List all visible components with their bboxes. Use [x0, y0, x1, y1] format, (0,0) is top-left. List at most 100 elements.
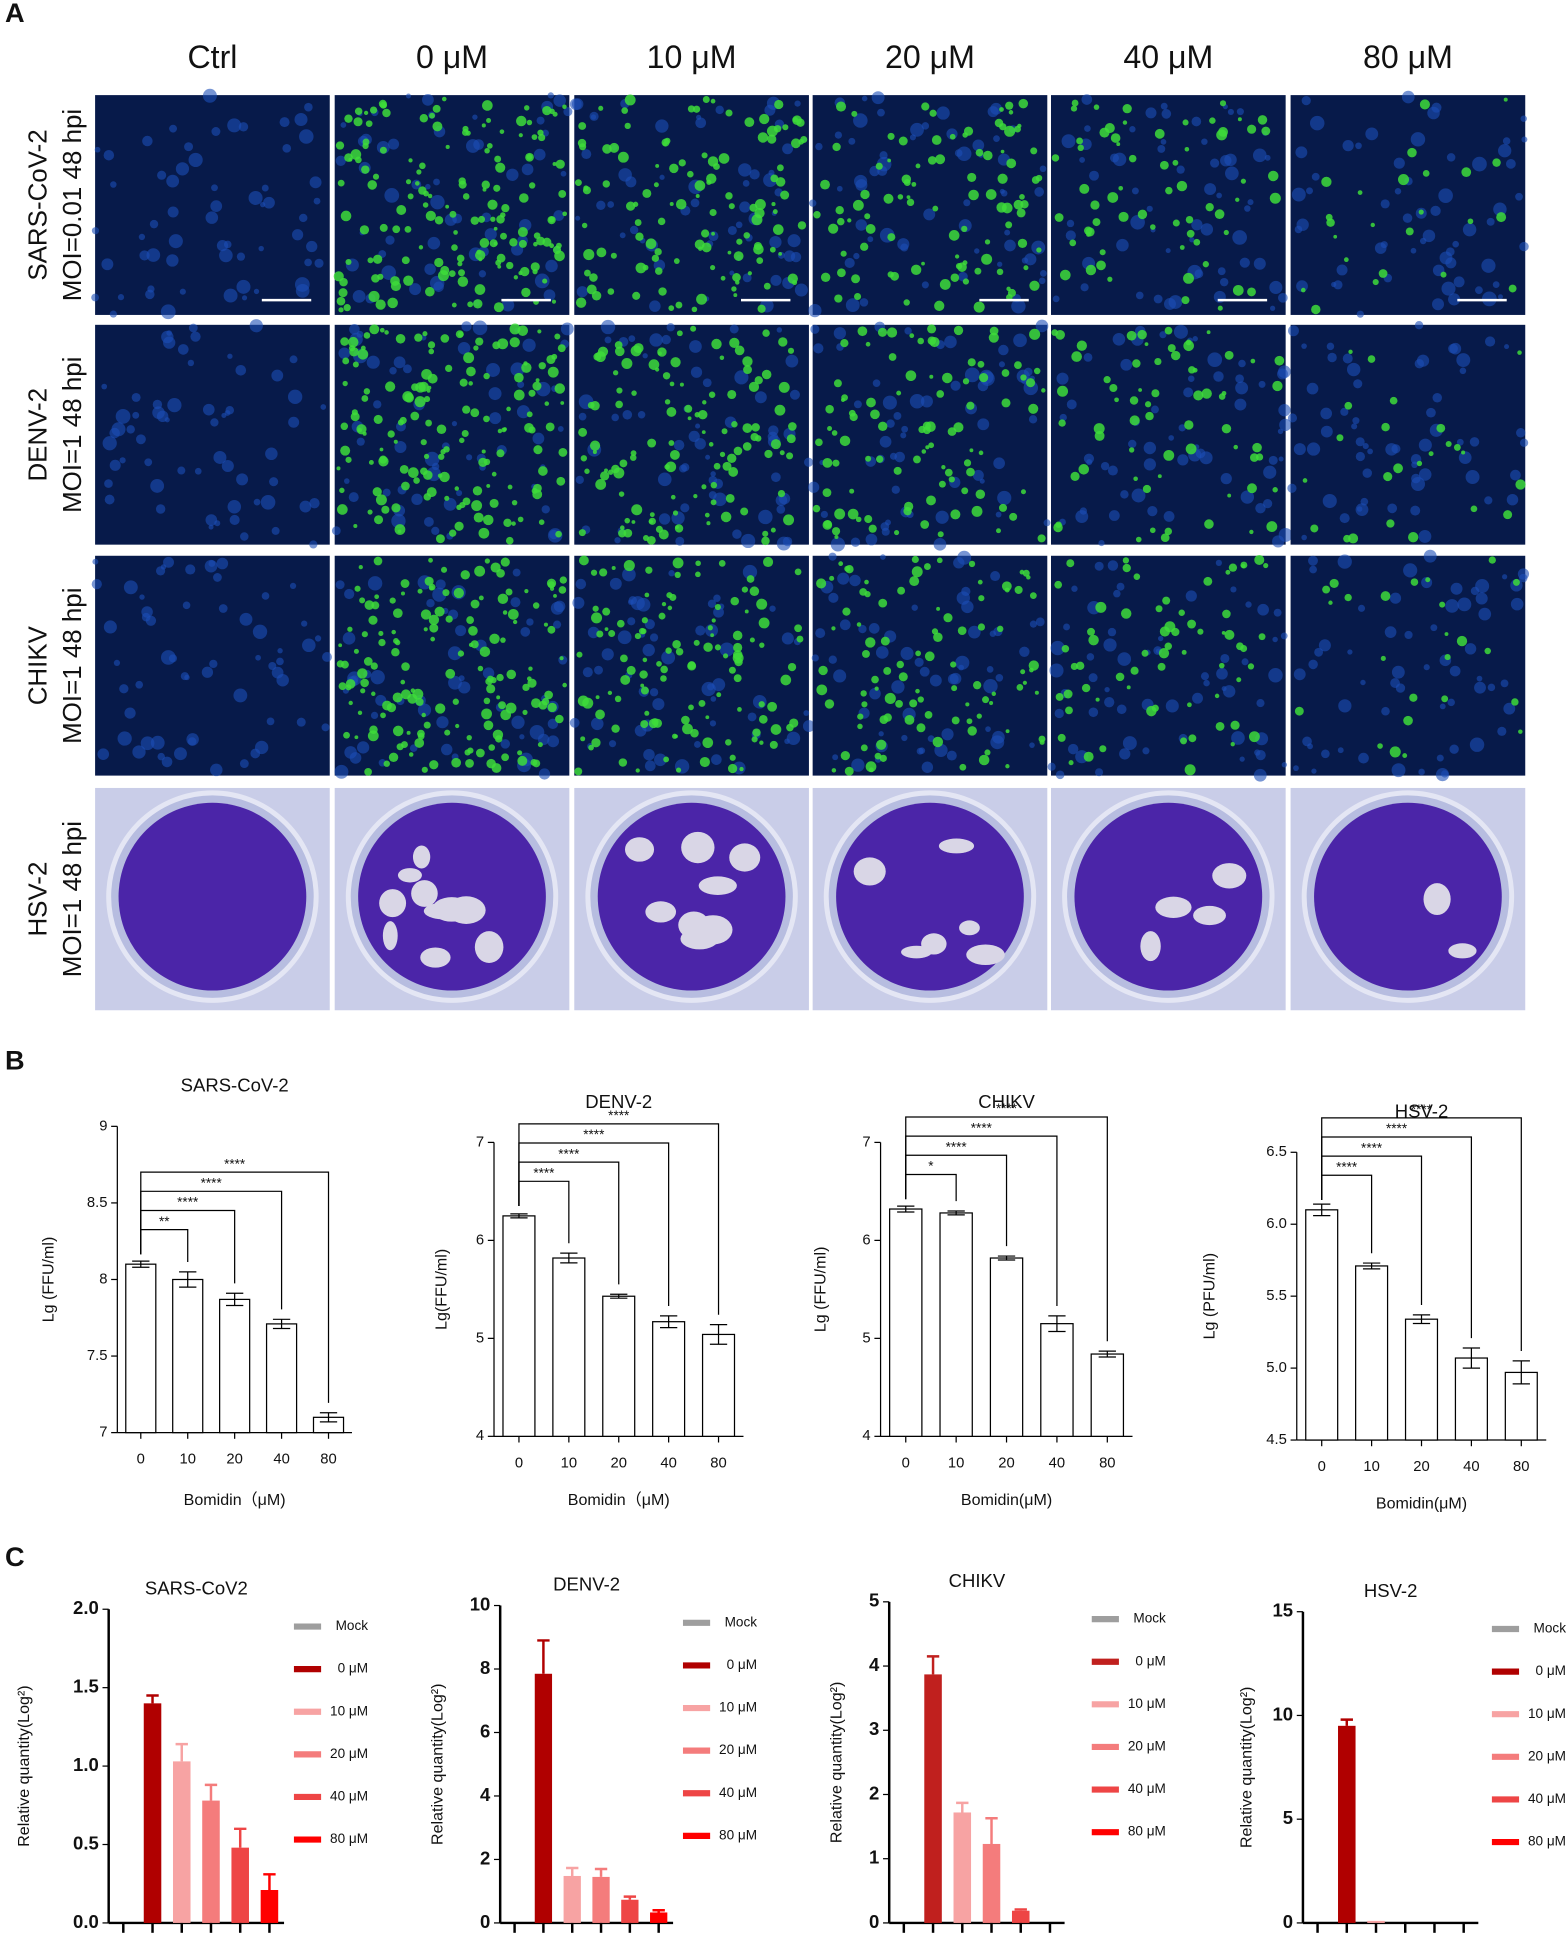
bar	[1040, 1323, 1074, 1437]
bar	[231, 1847, 249, 1923]
chart-title: SARS-CoV-2	[181, 1075, 289, 1096]
y-tick-label: 6	[476, 1232, 484, 1248]
y-tick-label: 1	[869, 1847, 879, 1868]
bar	[602, 1295, 636, 1437]
error-bar	[204, 1783, 218, 1801]
x-tick-label: 80	[320, 1452, 336, 1468]
significance-bracket	[905, 1116, 1108, 1342]
y-tick-label: 9	[99, 1118, 107, 1134]
bar	[265, 1323, 298, 1434]
micrograph	[333, 92, 573, 315]
row-condition: MOI=0.01 48 hpi	[59, 109, 87, 301]
error-bar	[652, 1909, 665, 1913]
bar	[701, 1333, 736, 1437]
row-condition: MOI=1 48 hpi	[59, 821, 87, 977]
error-bar	[1462, 1347, 1481, 1369]
legend-label: 20 μM	[1528, 1748, 1566, 1763]
x-tick-label: 10	[561, 1455, 577, 1471]
significance-bracket	[140, 1228, 189, 1262]
error-bar	[1014, 1908, 1027, 1911]
x-tick-label: 10	[179, 1452, 195, 1468]
error-bar	[594, 1867, 608, 1877]
micrograph	[1290, 787, 1526, 1011]
significance-label: ****	[533, 1165, 555, 1180]
error-bar	[510, 1213, 528, 1219]
y-tick-label: 4	[476, 1428, 484, 1444]
significance-bracket	[140, 1171, 330, 1403]
y-axis-label: Lg (FFU/ml)	[812, 1247, 830, 1333]
y-axis-label: Lg (FFU/ml)	[40, 1237, 58, 1323]
column-header: 80 μM	[1363, 39, 1453, 75]
bar	[1404, 1318, 1439, 1441]
error-bar	[263, 1873, 276, 1890]
error-bar	[659, 1315, 678, 1329]
x-tick-label: 20	[226, 1452, 242, 1468]
micrograph	[1287, 321, 1529, 545]
micrograph	[1050, 787, 1286, 1011]
error-bar	[610, 1293, 628, 1299]
error-bar	[132, 1260, 150, 1268]
legend-label: 80 μM	[1528, 1834, 1566, 1849]
y-tick-label: 7	[99, 1425, 107, 1441]
x-tick-label: 20	[611, 1455, 627, 1471]
chart-title: CHIKV	[978, 1091, 1035, 1112]
legend-label: 10 μM	[330, 1703, 368, 1718]
micrograph	[1050, 94, 1288, 315]
micrograph	[334, 555, 570, 780]
y-tick-label: 1.0	[73, 1754, 99, 1775]
row-condition: MOI=1 48 hpi	[59, 357, 87, 513]
error-bar	[926, 1655, 940, 1675]
micrograph	[812, 787, 1048, 1011]
bar	[143, 1703, 162, 1923]
y-tick-label: 0	[1283, 1911, 1293, 1932]
chart-title: HSV-2	[1364, 1580, 1418, 1601]
bar	[1090, 1353, 1125, 1437]
significance-bracket	[905, 1173, 957, 1202]
significance-label: ****	[971, 1120, 993, 1135]
y-tick-label: 3	[869, 1718, 879, 1739]
significance-label: ****	[558, 1146, 580, 1161]
legend-label: Mock	[725, 1614, 758, 1629]
legend-label: 80 μM	[719, 1827, 757, 1842]
significance-bracket	[518, 1123, 720, 1315]
y-tick-label: 7.5	[87, 1348, 108, 1364]
y-tick-label: 1.5	[73, 1676, 99, 1697]
y-tick-label: 5.0	[1266, 1360, 1287, 1376]
y-tick-label: 6.0	[1266, 1216, 1287, 1232]
y-tick-label: 5	[862, 1330, 870, 1346]
bar	[219, 1298, 251, 1434]
x-tick-label: 10	[948, 1455, 964, 1471]
panel-label: C	[5, 1541, 25, 1572]
column-header: 0 μM	[416, 39, 488, 75]
error-bar	[1313, 1203, 1331, 1217]
bar	[939, 1212, 973, 1437]
x-tick-label: 10	[1363, 1459, 1379, 1475]
significance-label: ****	[1411, 1102, 1433, 1117]
micrograph	[334, 787, 570, 1011]
y-tick-label: 4.5	[1266, 1432, 1287, 1448]
y-tick-label: 15	[1272, 1600, 1293, 1621]
chart-title: DENV-2	[553, 1574, 620, 1595]
legend-label: Mock	[336, 1618, 369, 1633]
micrograph	[1047, 554, 1288, 782]
row-virus: CHIKV	[24, 625, 52, 705]
bar	[1338, 1725, 1356, 1923]
bar	[1367, 1920, 1385, 1923]
y-tick-label: 8	[480, 1657, 490, 1678]
significance-label: ****	[224, 1156, 246, 1171]
x-tick-label: 80	[710, 1455, 726, 1471]
y-tick-label: 0.5	[73, 1832, 99, 1853]
y-tick-label: 10	[1272, 1703, 1293, 1724]
x-tick-label: 40	[660, 1455, 676, 1471]
y-tick-label: 0	[869, 1911, 879, 1932]
y-axis-label: Relative quantity(Log²)	[828, 1682, 846, 1843]
error-bar	[1412, 1314, 1431, 1325]
error-bar	[897, 1205, 915, 1213]
bar	[502, 1215, 536, 1437]
y-axis-label: Relative quantity(Log²)	[429, 1684, 447, 1845]
legend-label: 10 μM	[1128, 1696, 1166, 1711]
micrograph	[91, 88, 330, 320]
micrograph	[1290, 90, 1529, 318]
y-tick-label: 4	[480, 1784, 491, 1805]
chart-title: DENV-2	[585, 1091, 652, 1112]
